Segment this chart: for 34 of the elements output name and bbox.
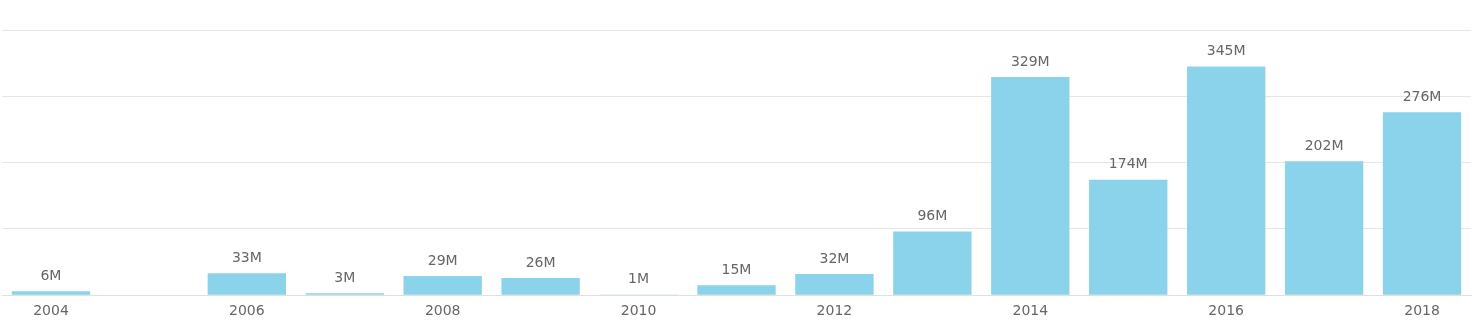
data-label: 3M [334,268,356,285]
bar [403,275,482,295]
bar [1284,161,1364,295]
data-label: 329M [1010,52,1050,69]
data-label: 276M [1402,87,1442,104]
x-tick-label: 2016 [1208,302,1245,319]
data-label: 174M [1108,155,1148,172]
data-label: 345M [1206,42,1246,59]
bar [207,273,287,295]
bar [795,273,874,295]
data-label: 96M [917,207,948,224]
x-tick-label: 2010 [620,302,657,319]
bar [11,291,91,295]
x-tick-label: 2008 [424,302,461,319]
data-label: 33M [231,248,262,265]
bar [1186,66,1266,295]
bar [501,277,580,295]
x-tick-label: 2012 [816,302,853,319]
data-label: 26M [525,253,556,270]
bar [1382,112,1462,295]
bar [697,285,776,295]
data-label: 32M [819,249,850,266]
data-label: 1M [628,270,650,287]
bar [893,231,972,295]
bar [1089,179,1168,295]
data-label: 6M [40,266,62,283]
data-label: 202M [1304,136,1344,153]
x-tick-label: 2014 [1012,302,1049,319]
bar [991,77,1070,295]
data-label: 15M [721,260,752,277]
x-tick-label: 2006 [229,302,265,319]
data-label: 29M [427,251,458,268]
x-tick-label: 2018 [1404,302,1440,319]
x-tick-label: 2004 [33,302,69,319]
